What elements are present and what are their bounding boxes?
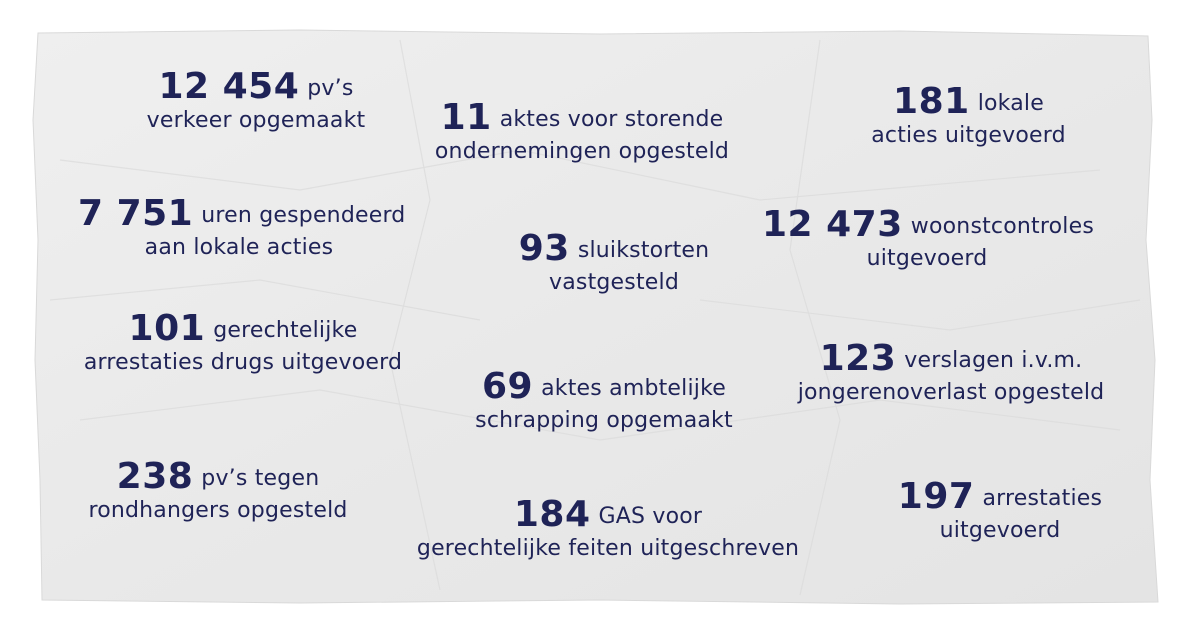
stat-label: uitgevoerd — [866, 246, 988, 272]
stat-label: gerechtelijke feiten uitgeschreven — [416, 536, 800, 562]
stat-pv-verkeer: 12 454 pv’s verkeer opgemaakt — [145, 66, 367, 134]
stat-label: pv’s — [307, 76, 354, 101]
stat-arrestaties: 197 arrestaties uitgevoerd — [896, 476, 1104, 544]
stat-gas: 184 GAS voor gerechtelijke feiten uitgesc… — [410, 494, 806, 562]
stat-label: schrapping opgemaakt — [475, 408, 733, 434]
stat-label: aan lokale acties — [144, 235, 334, 261]
stat-aktes-schrapping: 69 aktes ambtelijke schrapping opgemaakt — [470, 366, 738, 434]
stat-label: uitgevoerd — [939, 518, 1061, 544]
stat-label: arrestaties drugs uitgevoerd — [83, 350, 403, 376]
stat-label: GAS voor — [598, 504, 703, 529]
stat-label: uren gespendeerd — [201, 203, 406, 228]
stat-number: 197 — [897, 476, 975, 517]
stat-label: pv’s tegen — [201, 466, 320, 491]
stat-aktes-storende: 11 aktes voor storende ondernemingen opge… — [430, 97, 734, 165]
stat-number: 101 — [128, 308, 206, 349]
stat-number: 238 — [116, 456, 194, 497]
stat-label: acties uitgevoerd — [871, 123, 1066, 149]
stat-woonstcontroles: 12 473 woonstcontroles uitgevoerd — [762, 204, 1094, 272]
stat-jongerenoverlast: 123 verslagen i.v.m. jongerenoverlast opg… — [792, 338, 1110, 406]
stat-number: 7 751 — [78, 193, 194, 234]
stat-label: verkeer opgemaakt — [146, 108, 366, 134]
stat-number: 93 — [518, 228, 570, 269]
paper-sheet — [32, 29, 1159, 605]
stat-number: 11 — [440, 97, 492, 138]
stat-label: sluikstorten — [577, 238, 710, 263]
stat-number: 184 — [513, 494, 591, 535]
stat-number: 69 — [481, 366, 534, 407]
stat-label: aktes voor storende — [499, 107, 724, 132]
stat-number: 12 454 — [158, 66, 300, 107]
stat-rondhangers: 238 pv’s tegen rondhangers opgesteld — [82, 456, 354, 524]
stat-label: aktes ambtelijke — [541, 376, 726, 401]
stat-label: arrestaties — [982, 486, 1103, 511]
stat-number: 123 — [819, 338, 897, 379]
stat-label: woonstcontroles — [910, 214, 1094, 239]
stat-label: rondhangers opgesteld — [88, 498, 348, 524]
stat-label: jongerenoverlast opgesteld — [797, 380, 1105, 406]
stat-number: 12 473 — [762, 204, 903, 245]
stat-arrestaties-drugs: 101 gerechtelijke arrestaties drugs uitge… — [78, 308, 408, 376]
stat-lokale-acties: 181 lokale acties uitgevoerd — [866, 81, 1071, 149]
stat-label: verslagen i.v.m. — [904, 348, 1083, 373]
stat-uren: 7 751 uren gespendeerd aan lokale acties — [78, 193, 405, 261]
stat-label: vastgesteld — [549, 270, 679, 296]
stat-label: lokale — [977, 91, 1044, 116]
stat-label: ondernemingen opgesteld — [434, 139, 730, 165]
stat-sluikstorten: 93 sluikstorten vastgesteld — [516, 228, 712, 296]
stat-label: gerechtelijke — [213, 318, 358, 343]
stat-number: 181 — [893, 81, 970, 122]
